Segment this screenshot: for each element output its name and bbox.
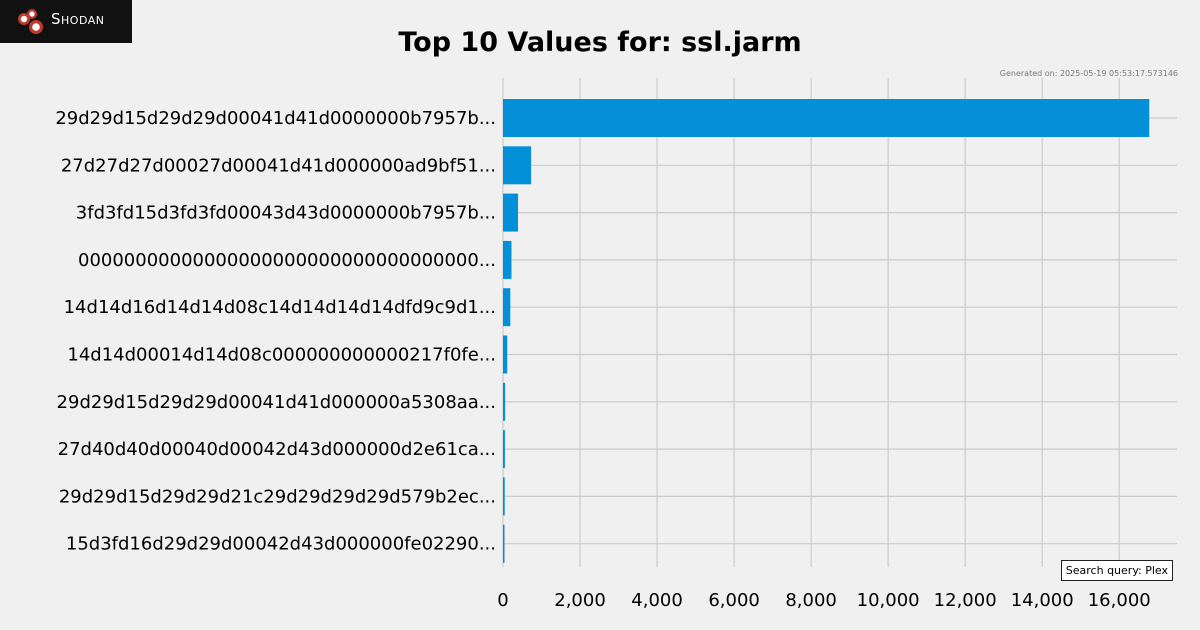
x-tick-label: 10,000 [857,590,920,611]
x-tick-label: 4,000 [631,590,683,611]
category-label: 29d29d15d29d29d00041d41d0000000b7957b... [55,108,496,129]
shodan-logo-icon [18,9,43,34]
x-tick-label: 16,000 [1088,590,1151,611]
category-labels: 29d29d15d29d29d00041d41d0000000b7957b...… [55,108,496,555]
category-label: 14d14d16d14d14d08c14d14d14d14dfd9c9d1... [64,297,496,318]
category-label: 29d29d15d29d29d00041d41d000000a5308aa... [57,392,496,413]
chart-grid [502,78,1177,567]
bar [503,524,505,563]
category-label: 00000000000000000000000000000000000... [78,250,496,271]
x-tick-label: 0 [497,590,508,611]
x-tick-labels: 0 2,000 4,000 6,000 8,000 10,000 12,000 14,000 1… [497,590,1150,611]
category-label: 14d14d00014d14d08c000000000000217f0fe... [67,345,496,366]
x-tick-label: 6,000 [708,590,760,611]
bar [503,146,532,185]
chart-bars [503,99,1150,563]
category-label: 29d29d15d29d29d21c29d29d29d29d579b2ec... [59,486,496,507]
shodan-logo-text: Shodan [51,10,105,28]
bar [503,240,512,279]
x-tick-label: 2,000 [554,590,606,611]
x-tick-label: 12,000 [934,590,997,611]
shodan-logo: Shodan [0,0,132,43]
bar [503,477,505,516]
bar [503,335,508,374]
chart-title: Top 10 Values for: ssl.jarm [398,27,802,58]
bar [503,288,511,327]
x-tick-label: 8,000 [785,590,837,611]
category-label: 27d27d27d00027d00041d41d000000ad9bf51... [61,155,496,176]
bar [503,193,519,232]
generated-timestamp: Generated on: 2025-05-19 05:53:17.573146 [999,69,1178,78]
category-label: 3fd3fd15d3fd3fd00043d43d0000000b7957b... [76,203,496,224]
category-label: 15d3fd16d29d29d00042d43d000000fe02290... [66,534,496,555]
bar [503,382,506,421]
bar [503,430,505,469]
bar [503,99,1150,137]
x-tick-label: 14,000 [1011,590,1074,611]
search-query-box: Search query: Plex [1060,560,1173,581]
category-label: 27d40d40d00040d00042d43d000000d2e61ca... [58,439,496,460]
